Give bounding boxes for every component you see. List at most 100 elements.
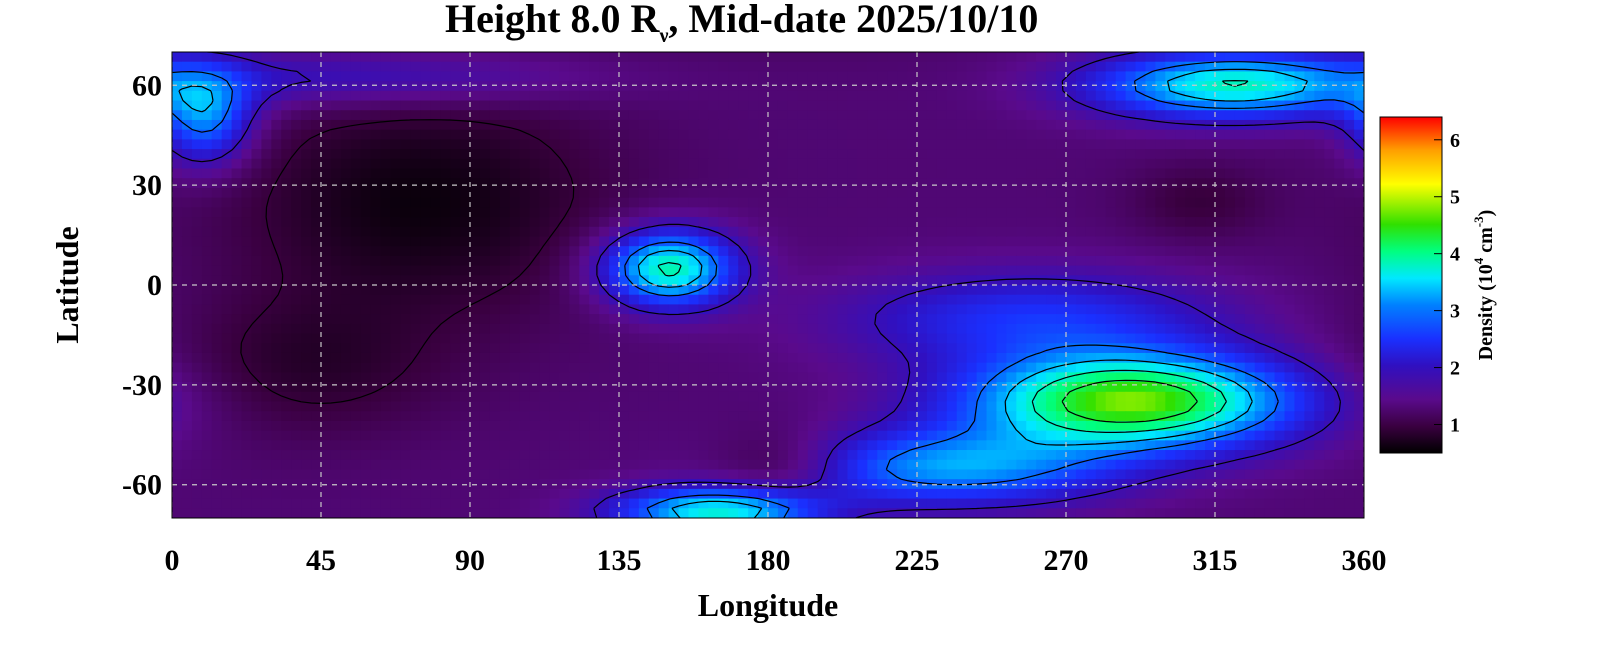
heat-cell	[529, 61, 541, 73]
heat-cell	[837, 168, 849, 179]
heat-cell	[797, 275, 809, 286]
heat-cell	[380, 255, 392, 267]
heat-cell	[678, 323, 690, 335]
heat-cell	[599, 61, 610, 73]
heat-cell	[1334, 187, 1345, 199]
heat-cell	[499, 411, 511, 422]
heat-cell	[688, 246, 700, 257]
heat-cell	[1006, 285, 1017, 296]
heat-cell	[589, 285, 600, 296]
heat-cell	[678, 362, 690, 373]
heat-cell	[777, 304, 789, 315]
heat-cell	[1234, 294, 1246, 306]
heat-cell	[847, 90, 858, 102]
heat-cell	[1195, 129, 1206, 140]
heat-cell	[370, 401, 382, 412]
heat-cell	[926, 149, 938, 160]
heat-cell	[966, 187, 978, 199]
heat-cell	[1036, 139, 1047, 150]
heat-cell	[1304, 352, 1315, 364]
heat-cell	[519, 450, 531, 461]
heat-cell	[1016, 401, 1027, 412]
heat-cell	[1215, 391, 1226, 403]
heat-cell	[440, 440, 451, 451]
heat-cell	[946, 52, 958, 63]
heat-cell	[1304, 440, 1315, 451]
heat-cell	[360, 178, 372, 189]
heat-cell	[1135, 236, 1147, 247]
heat-cell	[857, 333, 868, 344]
heat-cell	[450, 90, 461, 102]
heat-cell	[430, 265, 441, 276]
heat-cell	[996, 197, 1007, 208]
heat-cell	[897, 265, 908, 276]
heat-cell	[291, 411, 302, 422]
heat-cell	[1135, 333, 1147, 344]
heat-cell	[956, 207, 968, 218]
heat-cell	[1254, 178, 1266, 189]
heat-cell	[1036, 207, 1047, 218]
heat-cell	[1234, 168, 1246, 179]
heat-cell	[499, 71, 511, 82]
heat-cell	[1254, 333, 1266, 344]
heat-cell	[907, 372, 918, 383]
heat-cell	[628, 217, 640, 228]
heat-cell	[420, 304, 431, 315]
heat-cell	[1254, 401, 1266, 412]
heat-cell	[599, 90, 610, 102]
heat-cell	[1215, 362, 1226, 373]
heat-cell	[1284, 333, 1296, 344]
heat-cell	[1056, 352, 1067, 364]
heat-cell	[1066, 420, 1077, 432]
heat-cell	[867, 226, 878, 238]
heat-cell	[668, 430, 680, 441]
heat-cell	[499, 323, 511, 335]
heat-cell	[311, 187, 322, 199]
heat-cell	[211, 391, 223, 403]
heat-cell	[688, 110, 700, 121]
heat-cell	[1185, 372, 1196, 383]
heat-cell	[539, 90, 551, 102]
heat-cell	[1125, 391, 1137, 403]
heat-cell	[420, 372, 431, 383]
heat-cell	[1324, 81, 1335, 92]
heat-cell	[1234, 246, 1246, 257]
heat-cell	[628, 401, 640, 412]
heat-cell	[1135, 323, 1147, 335]
heat-cell	[281, 178, 292, 189]
heat-cell	[489, 304, 501, 315]
heat-cell	[191, 420, 203, 432]
heat-cell	[658, 314, 670, 325]
heat-cell	[917, 81, 928, 92]
heat-cell	[1185, 217, 1196, 228]
heat-cell	[559, 401, 570, 412]
heat-cell	[887, 119, 898, 131]
heat-cell	[579, 401, 590, 412]
heat-cell	[1155, 343, 1166, 354]
heat-cell	[807, 285, 819, 296]
heat-cell	[1185, 129, 1196, 140]
heat-cell	[539, 158, 551, 170]
heat-cell	[1215, 401, 1226, 412]
heat-cell	[1314, 275, 1325, 286]
heat-cell	[281, 314, 292, 325]
heat-cell	[1066, 100, 1077, 111]
heat-cell	[271, 304, 282, 315]
heat-cell	[172, 391, 183, 403]
heat-cell	[1264, 149, 1276, 160]
heat-cell	[1344, 178, 1355, 189]
heat-cell	[400, 411, 411, 422]
heat-cell	[1185, 391, 1196, 403]
heat-cell	[1016, 343, 1027, 354]
heat-cell	[1354, 52, 1364, 63]
heat-cell	[936, 149, 948, 160]
heat-cell	[470, 333, 481, 344]
heat-cell	[1224, 246, 1236, 257]
heat-cell	[797, 265, 809, 276]
heat-cell	[321, 246, 332, 257]
heat-cell	[589, 246, 600, 257]
heat-cell	[291, 382, 302, 393]
heat-cell	[897, 119, 908, 131]
heat-cell	[1036, 265, 1047, 276]
heat-cell	[936, 100, 948, 111]
